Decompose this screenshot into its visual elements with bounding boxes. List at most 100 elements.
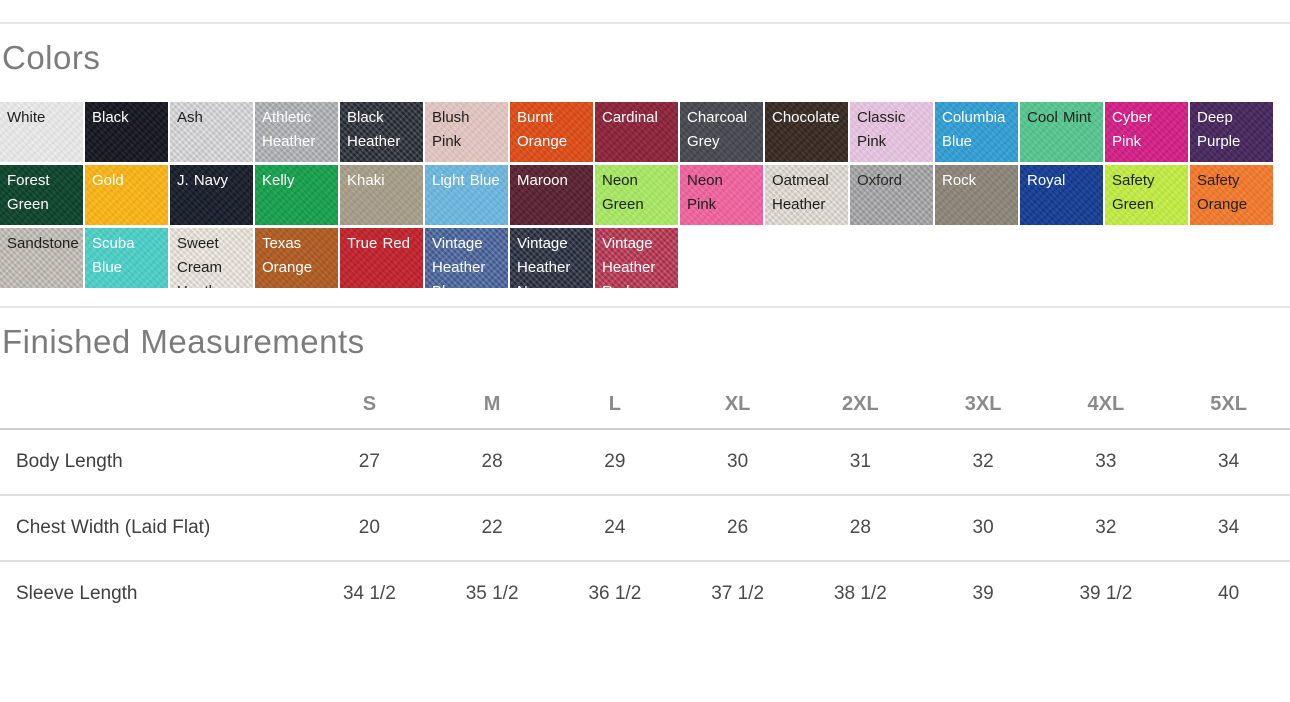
measurement-value: 28 xyxy=(849,516,871,538)
color-swatch-label: Vintage Heather Navy xyxy=(517,235,571,288)
color-swatch: Forest Green xyxy=(0,165,83,226)
color-swatch-label: Forest Green xyxy=(7,172,50,214)
color-swatch: Burnt Orange xyxy=(510,102,593,163)
measurement-row: Sleeve Length 34 1/2 35 1/2 36 1/2 37 1/2 38 … xyxy=(0,561,1290,626)
color-swatch-label: Columbia Blue xyxy=(942,109,1006,151)
color-swatch-label: Blush Pink xyxy=(432,109,470,151)
measurement-value: 37 1/2 xyxy=(711,582,765,604)
color-swatch: Ash xyxy=(170,102,253,163)
color-grid: White Black Ash Athletic Heather Black Heath… xyxy=(0,102,1274,289)
measurement-value: 38 1/2 xyxy=(833,582,887,604)
color-swatch: Deep Purple xyxy=(1190,102,1273,163)
measurement-value: 36 1/2 xyxy=(588,582,642,604)
color-swatch: Charcoal Grey xyxy=(680,102,763,163)
color-swatch-label: Light Blue xyxy=(432,172,500,190)
measurement-value: 28 xyxy=(481,450,503,472)
size-header-corner xyxy=(0,373,308,429)
color-swatch-label: Oxford xyxy=(857,172,903,190)
color-swatch-label: Vintage Heather Blue xyxy=(432,235,486,288)
size-column-header: L xyxy=(608,392,621,415)
color-swatch: Vintage Heather Blue xyxy=(425,228,508,289)
measurement-row-label: Chest Width (Laid Flat) xyxy=(16,516,211,538)
color-swatch: Gold xyxy=(85,165,168,226)
size-column-header: S xyxy=(362,392,377,415)
size-column-header: M xyxy=(483,392,501,415)
color-swatch: Neon Green xyxy=(595,165,678,226)
measurement-value: 34 xyxy=(1218,516,1240,538)
measurement-value: 34 xyxy=(1218,450,1240,472)
color-swatch-label: Chocolate xyxy=(772,109,840,127)
size-column-header: 2XL xyxy=(842,392,879,415)
measurements-table: S M L XL 2XL 3XL 4XL 5XL Body Length 27 28 29 30 31 3… xyxy=(0,373,1290,626)
measurements-section: Finished Measurements S M L XL 2XL 3XL 4XL 5XL … xyxy=(0,323,1290,626)
color-swatch: Cyber Pink xyxy=(1105,102,1188,163)
measurement-row-label: Sleeve Length xyxy=(16,582,138,604)
measurement-value: 40 xyxy=(1218,582,1240,604)
measurement-value: 20 xyxy=(358,516,380,538)
color-swatch-label: Athletic Heather xyxy=(262,109,316,151)
color-swatch-label: Neon Green xyxy=(602,172,644,214)
color-swatch: White xyxy=(0,102,83,163)
measurement-value: 22 xyxy=(481,516,503,538)
colors-section-title: Colors xyxy=(2,39,101,76)
color-swatch-label: Safety Orange xyxy=(1197,172,1248,214)
color-swatch-label: Scuba Blue xyxy=(92,235,135,277)
measurement-value: 33 xyxy=(1095,450,1117,472)
color-swatch: Athletic Heather xyxy=(255,102,338,163)
color-swatch-label: Safety Green xyxy=(1112,172,1155,214)
size-column-header: XL xyxy=(724,392,751,415)
color-swatch: Scuba Blue xyxy=(85,228,168,289)
color-swatch-label: Burnt Orange xyxy=(517,109,568,151)
color-swatch: Cool Mint xyxy=(1020,102,1103,163)
measurement-value: 27 xyxy=(358,450,380,472)
color-swatch-label: Kelly xyxy=(262,172,295,190)
color-swatch-label: Royal xyxy=(1027,172,1066,190)
color-swatch: Classic Pink xyxy=(850,102,933,163)
color-swatch: Safety Green xyxy=(1105,165,1188,226)
color-swatch-label: Black Heather xyxy=(347,109,401,151)
color-swatch: Oxford xyxy=(850,165,933,226)
color-swatch: Safety Orange xyxy=(1190,165,1273,226)
color-swatch-label: Classic Pink xyxy=(857,109,906,151)
color-swatch: Khaki xyxy=(340,165,423,226)
color-swatch-label: J. Navy xyxy=(177,172,229,190)
color-swatch: Black Heather xyxy=(340,102,423,163)
measurement-value: 24 xyxy=(604,516,626,538)
size-header-row: S M L XL 2XL 3XL 4XL 5XL xyxy=(0,373,1290,429)
measurement-value: 32 xyxy=(1095,516,1117,538)
color-swatch: Cardinal xyxy=(595,102,678,163)
color-swatch-label: Khaki xyxy=(347,172,385,190)
color-swatch-label: Neon Pink xyxy=(687,172,723,214)
measurement-value: 30 xyxy=(727,450,749,472)
color-swatch-label: Gold xyxy=(92,172,124,190)
measurement-value: 39 xyxy=(972,582,994,604)
color-swatch: Sweet Cream Heather xyxy=(170,228,253,289)
measurement-row: Chest Width (Laid Flat) 20 22 24 26 28 30 32 34 xyxy=(0,495,1290,561)
measurement-value: 30 xyxy=(972,516,994,538)
color-swatch: Black xyxy=(85,102,168,163)
size-column-header: 3XL xyxy=(964,392,1002,415)
color-swatch: Rock xyxy=(935,165,1018,226)
size-column-header: 5XL xyxy=(1210,392,1247,415)
color-swatch-label: Charcoal Grey xyxy=(687,109,748,151)
color-swatch: Neon Pink xyxy=(680,165,763,226)
color-swatch-label: White xyxy=(7,109,46,127)
section-divider-top xyxy=(0,22,1290,24)
color-swatch-label: Vintage Heather Red xyxy=(602,235,656,288)
measurements-section-title: Finished Measurements xyxy=(2,323,365,361)
color-swatch-label: Sweet Cream Heather xyxy=(177,235,230,288)
color-swatch: Vintage Heather Red xyxy=(595,228,678,289)
measurement-value: 35 1/2 xyxy=(465,582,519,604)
measurement-value: 32 xyxy=(972,450,994,472)
measurement-row: Body Length 27 28 29 30 31 32 33 34 xyxy=(0,429,1290,495)
measurements-body: Body Length 27 28 29 30 31 32 33 34 Chest Width (… xyxy=(0,429,1290,626)
color-swatch: Chocolate xyxy=(765,102,848,163)
color-swatch: Kelly xyxy=(255,165,338,226)
color-swatch: Oatmeal Heather xyxy=(765,165,848,226)
color-swatch: Maroon xyxy=(510,165,593,226)
color-swatch: True Red xyxy=(340,228,423,289)
measurement-value: 29 xyxy=(604,450,626,472)
measurement-value: 26 xyxy=(727,516,749,538)
color-swatch: Light Blue xyxy=(425,165,508,226)
color-swatch-label: Texas Orange xyxy=(262,235,313,277)
